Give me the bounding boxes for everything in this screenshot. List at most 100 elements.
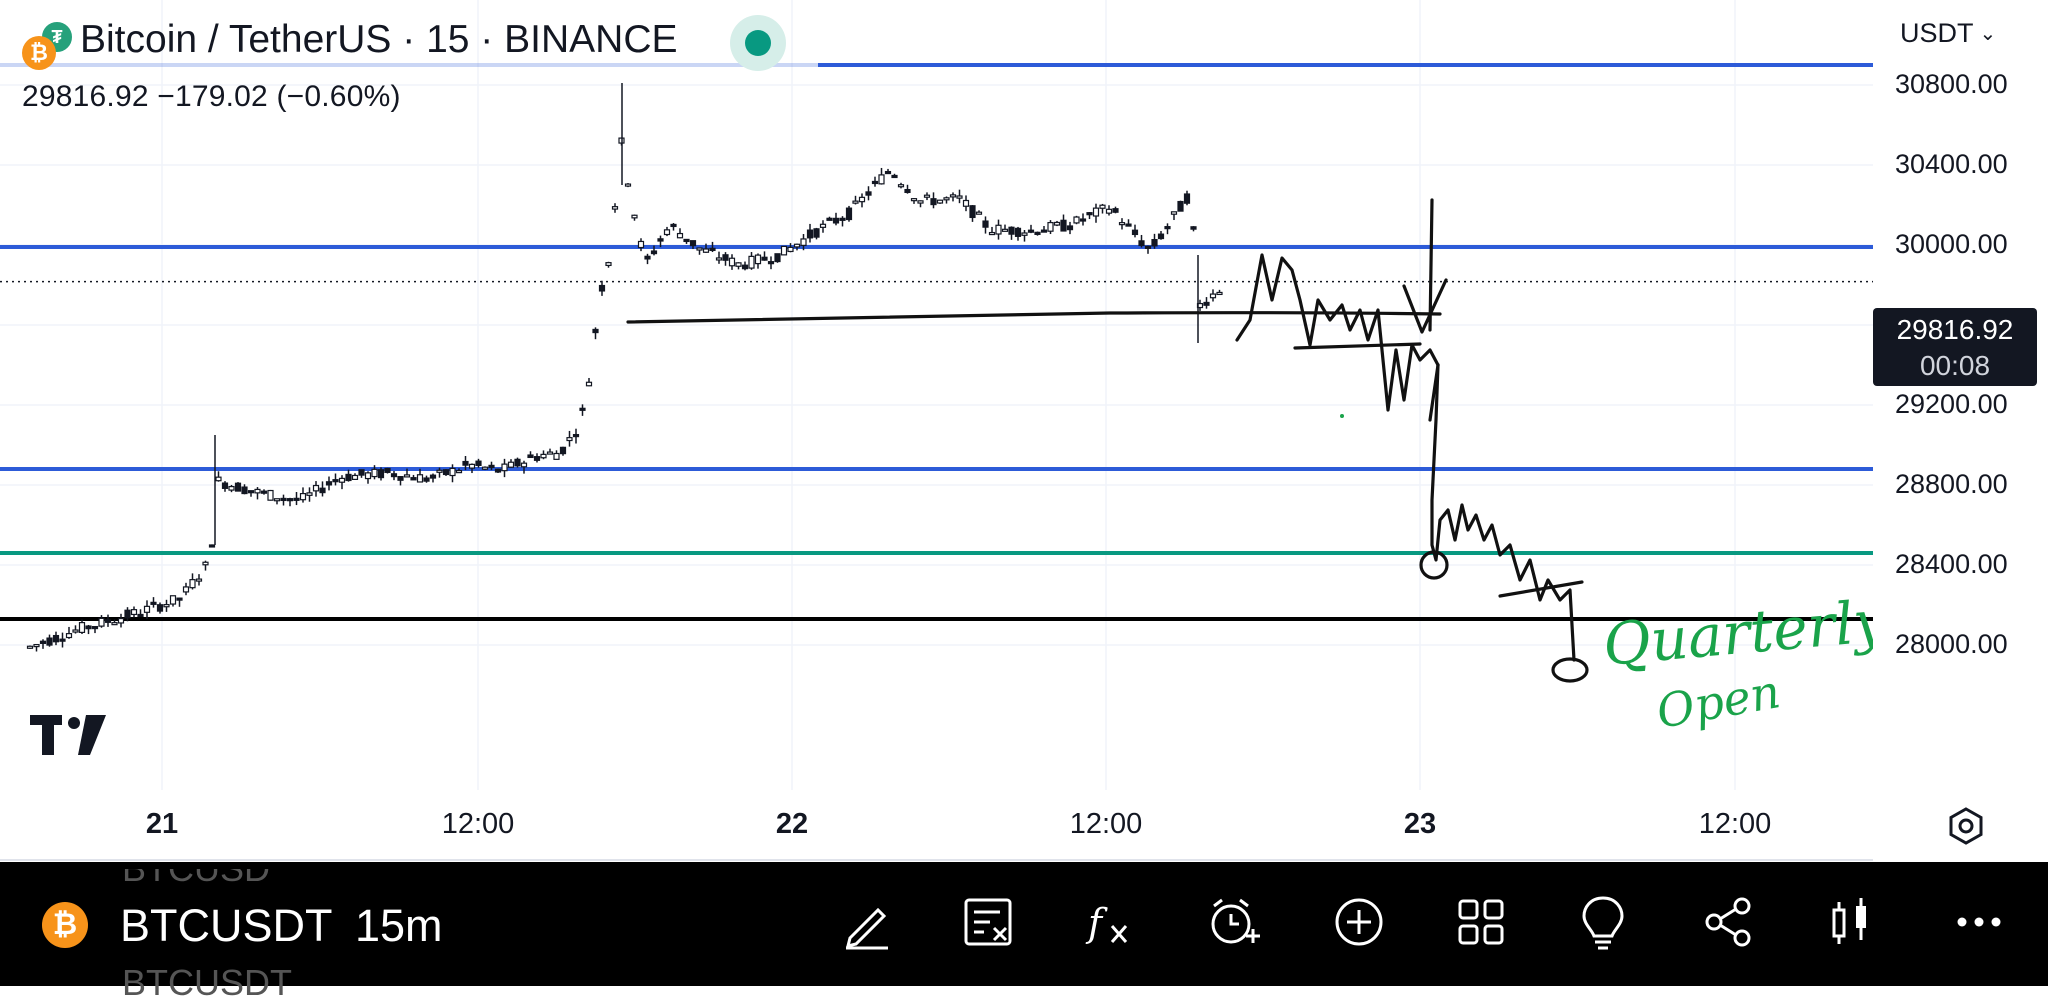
- candle-body: [59, 638, 66, 642]
- candle-body: [943, 197, 950, 201]
- candle-body: [923, 194, 931, 198]
- drawn-price-path-2[interactable]: [1430, 363, 1576, 662]
- pen-icon[interactable]: [838, 892, 896, 952]
- candle-body: [722, 254, 729, 261]
- candle-body: [546, 451, 554, 455]
- candle-body: [156, 604, 164, 612]
- candle-body: [462, 460, 469, 466]
- candle-body: [176, 597, 183, 601]
- candle-body: [117, 617, 125, 624]
- candle-body: [975, 211, 983, 215]
- candle-body: [1021, 232, 1028, 236]
- candle-body: [1157, 233, 1165, 240]
- candle-body: [592, 328, 599, 334]
- chart-type-icon[interactable]: [1822, 892, 1880, 952]
- candle-body: [585, 381, 593, 387]
- symbol-title[interactable]: Bitcoin / TetherUS · 15 · BINANCE: [80, 18, 678, 61]
- candle-body: [332, 479, 339, 483]
- candle-body: [78, 622, 86, 633]
- candle-body: [910, 198, 918, 202]
- alert-icon[interactable]: [1204, 892, 1262, 952]
- tradingview-logo: [30, 715, 106, 755]
- svg-text:f: f: [1085, 901, 1108, 945]
- candle-body: [845, 207, 853, 221]
- candle-body: [1105, 208, 1113, 214]
- candle-body: [1190, 226, 1197, 230]
- candle-body: [423, 477, 430, 482]
- candle-body: [1001, 228, 1009, 232]
- candle-body: [306, 492, 313, 496]
- candle-body: [33, 643, 40, 648]
- candle-body: [182, 586, 190, 593]
- market-status-indicator[interactable]: [730, 15, 786, 71]
- time-axis-label: 22: [775, 808, 809, 840]
- chart-grid: [0, 0, 1873, 790]
- symbol-selector[interactable]: BTCUSDT: [120, 900, 333, 951]
- candle-body: [637, 240, 645, 249]
- drawn-short-line[interactable]: [1293, 342, 1422, 350]
- candle-body: [800, 238, 807, 246]
- price-axis-label: 30000.00: [1895, 229, 2008, 259]
- annotation-dot: [1340, 414, 1344, 418]
- time-axis-label: 12:00: [1698, 808, 1772, 840]
- drawn-down-arrow[interactable]: [1402, 198, 1448, 334]
- candle-body: [481, 466, 489, 470]
- candle-body: [338, 477, 346, 483]
- candle-body: [787, 246, 794, 253]
- price-axis-label: 28800.00: [1895, 469, 2008, 499]
- candle-body: [884, 170, 892, 175]
- candle-body: [468, 463, 476, 469]
- chart-settings-icon[interactable]: [1945, 805, 1987, 847]
- candle-body: [605, 262, 612, 267]
- candle-body: [46, 637, 53, 646]
- drawn-connector[interactable]: [1428, 363, 1440, 422]
- share-icon[interactable]: [1700, 892, 1758, 952]
- candle-body: [72, 629, 79, 633]
- currency-selector[interactable]: USDT ⌄: [1900, 18, 1996, 49]
- bottom-toolbar: BTCUSD ₿ BTCUSDT 15m BTCUSDT f: [0, 862, 2048, 1003]
- more-icon[interactable]: [1950, 892, 2008, 952]
- layout-grid-icon[interactable]: [1452, 892, 1510, 952]
- candle-body: [839, 217, 846, 221]
- candle-body: [228, 485, 235, 491]
- candle-body: [247, 490, 255, 494]
- indicators-icon[interactable]: f: [1082, 892, 1140, 952]
- timeframe-selector[interactable]: 15m: [355, 900, 443, 951]
- annotation-text[interactable]: Quarterly: [1600, 586, 1873, 679]
- candle-body: [644, 255, 651, 260]
- text-note-icon[interactable]: [960, 892, 1018, 952]
- candle-body: [1183, 193, 1191, 204]
- candle-body: [1209, 293, 1217, 299]
- drawn-support-line[interactable]: [626, 311, 1442, 324]
- candle-body: [1138, 240, 1145, 247]
- candle-body: [813, 228, 820, 238]
- drawn-circle-target-2[interactable]: [1551, 657, 1589, 683]
- candle-body: [819, 223, 827, 228]
- candle-body: [1144, 245, 1152, 249]
- candle-body: [1073, 216, 1080, 224]
- candle-body: [163, 603, 170, 608]
- add-icon[interactable]: [1330, 892, 1388, 952]
- price-axis-label: 28000.00: [1895, 629, 2008, 659]
- candle-body: [650, 250, 658, 255]
- candle-body: [1131, 229, 1139, 236]
- candle-body: [429, 474, 437, 479]
- candle-body: [1053, 221, 1061, 226]
- ideas-bulb-icon[interactable]: [1574, 892, 1632, 952]
- candle-body: [1079, 218, 1087, 222]
- drawn-circle-target-1[interactable]: [1419, 550, 1449, 580]
- price-change-readout: 29816.92 −179.02 (−0.60%): [22, 80, 401, 113]
- candle-body: [436, 469, 443, 473]
- candle-body: [670, 223, 677, 228]
- candle-body: [793, 243, 801, 248]
- annotation-text[interactable]: Open: [1653, 664, 1785, 739]
- candle-body: [137, 613, 144, 618]
- candle-body: [325, 481, 333, 486]
- candle-body: [442, 469, 450, 476]
- drawn-price-path-1[interactable]: [1235, 253, 1440, 412]
- candle-body: [514, 458, 521, 467]
- drawn-short-line[interactable]: [1498, 580, 1584, 598]
- candle-body: [397, 476, 404, 481]
- horizontal-levels[interactable]: [0, 63, 1873, 621]
